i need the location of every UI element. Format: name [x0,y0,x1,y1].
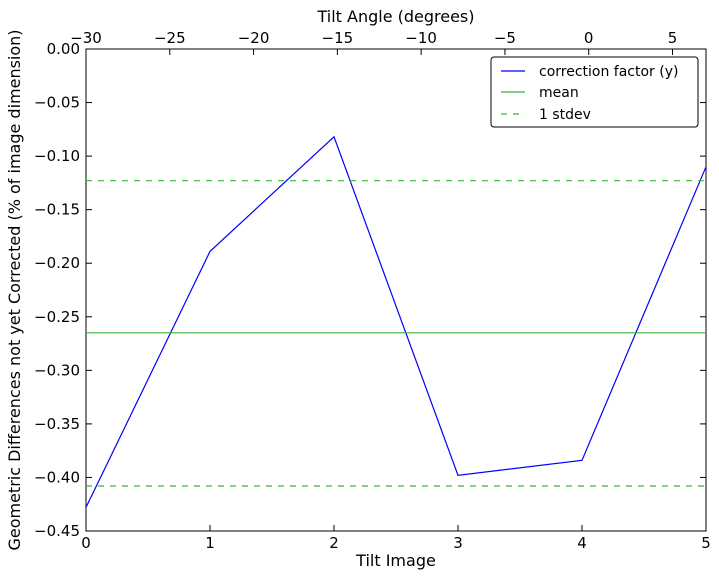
y-tick-label: −0.45 [34,522,80,540]
top-tick-label: −25 [154,29,186,47]
x-tick-label: 1 [205,534,215,552]
x-tick-label: 3 [453,534,463,552]
legend: correction factor (y) mean 1 stdev [490,56,699,128]
x-tick-label: 4 [577,534,587,552]
y-tick-label: −0.10 [34,147,80,165]
top-tick-label: −20 [238,29,270,47]
top-tick-label: 0 [584,29,594,47]
top-tick-label: −5 [494,29,516,47]
x-tick-label: 0 [81,534,91,552]
top-axis-label: Tilt Angle (degrees) [316,7,474,26]
y-tick-label: −0.40 [34,468,80,486]
x-tick-label: 5 [701,534,711,552]
tick-layer: 0 1 2 3 4 5 0.00 −0.05 −0.10 −0.15 −0.20 −0.25 −0.30… [34,29,711,552]
legend-label-stdev: 1 stdev [539,107,591,123]
top-tick-label: 5 [668,29,678,47]
y-tick-label: −0.30 [34,361,80,379]
x-tick-label: 2 [329,534,339,552]
y-tick-label: −0.05 [34,94,80,112]
legend-label-correction: correction factor (y) [539,64,678,80]
y-tick-label: −0.25 [34,308,80,326]
x-axis-label: Tilt Image [355,551,436,570]
y-tick-label: −0.20 [34,254,80,272]
top-tick-label: −30 [70,29,102,47]
y-tick-label: 0.00 [47,40,80,58]
y-tick-label: −0.15 [34,201,80,219]
plot-area: 0 1 2 3 4 5 0.00 −0.05 −0.10 −0.15 −0.20 −0.25 −0.30… [34,29,711,552]
y-tick-label: −0.35 [34,415,80,433]
top-tick-label: −15 [322,29,354,47]
legend-box [490,56,699,128]
plot-frame [85,48,707,532]
series-layer [85,135,707,508]
legend-label-mean: mean [539,85,579,101]
top-tick-label: −10 [405,29,437,47]
series-line-correction-factor-y [85,135,707,508]
y-axis-label: Geometric Differences not yet Corrected … [5,29,24,550]
